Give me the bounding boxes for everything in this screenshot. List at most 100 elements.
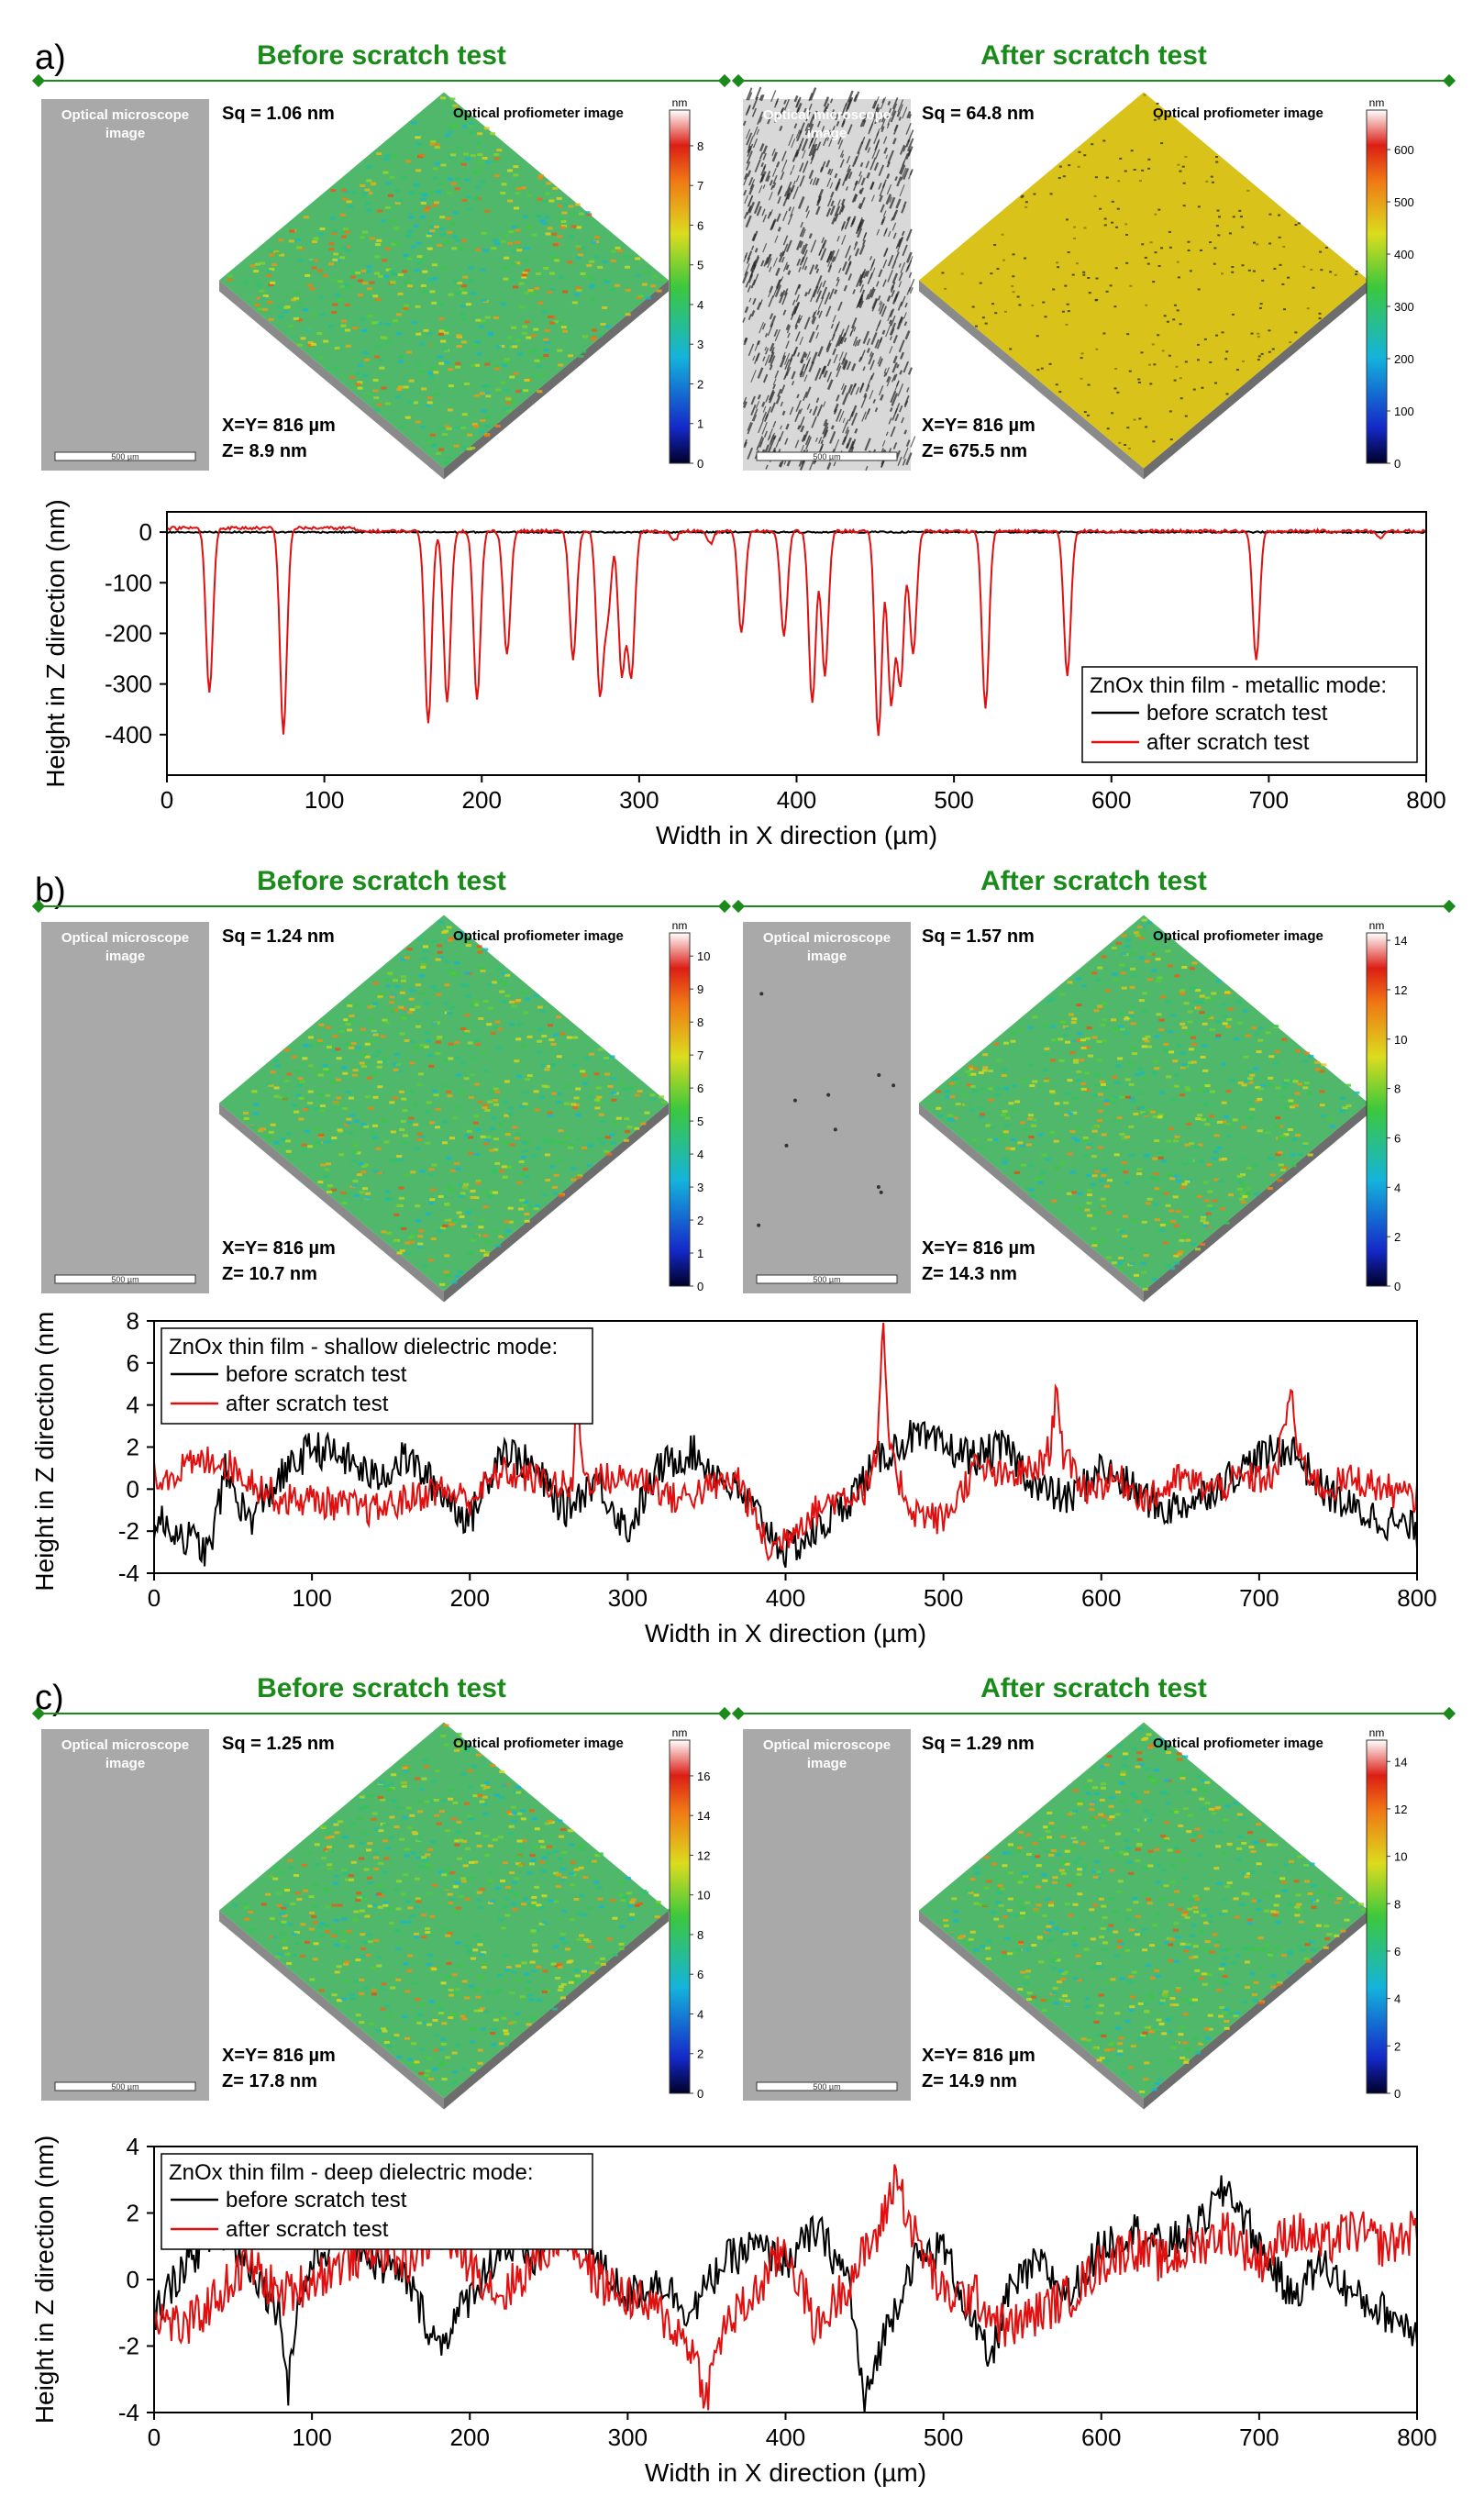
surface-texture: [1218, 1968, 1224, 1971]
surface-texture: [394, 201, 401, 205]
surface-texture: [1030, 1995, 1036, 1999]
surface-texture: [1152, 1203, 1158, 1206]
surface-texture: [538, 1906, 545, 1910]
surface-texture: [286, 1132, 293, 1136]
surface-texture: [1311, 1898, 1317, 1902]
surface-texture: [522, 272, 528, 275]
scratch-mark: [815, 141, 822, 151]
surface-texture: [538, 1860, 545, 1864]
surface-texture: [1124, 1016, 1131, 1020]
surface-texture: [1196, 343, 1200, 346]
surface-texture: [1024, 1833, 1031, 1836]
surface-texture: [531, 1943, 537, 1947]
surface-texture: [1199, 1977, 1205, 1980]
surface-texture: [1064, 1040, 1070, 1044]
surface-texture: [1224, 1221, 1230, 1225]
section-heading: After scratch test: [980, 866, 1207, 896]
scratch-mark: [842, 417, 846, 424]
surface-texture: [319, 313, 326, 316]
surface-texture: [1245, 1986, 1251, 1990]
surface-texture: [408, 400, 415, 404]
surface-texture: [425, 2069, 431, 2073]
surface-texture: [1075, 977, 1081, 981]
surface-texture: [611, 1098, 617, 1102]
surface-texture: [1141, 1737, 1147, 1741]
surface-texture: [1191, 1242, 1197, 1246]
surface-texture: [1209, 361, 1213, 364]
surface-texture: [449, 1871, 456, 1875]
surface-texture: [1142, 1927, 1148, 1931]
surface-texture: [1099, 207, 1102, 210]
surface-texture: [1097, 1005, 1103, 1009]
surface-texture: [1064, 1849, 1070, 1853]
surface-texture: [1159, 1223, 1166, 1226]
surface-texture: [515, 1964, 522, 1968]
surface-texture: [588, 1142, 594, 1146]
surface-texture: [1084, 1785, 1091, 1789]
scratch-mark: [858, 175, 863, 185]
surface-texture: [1129, 284, 1133, 287]
surface-texture: [1182, 2013, 1189, 2016]
surface-texture: [1026, 1991, 1033, 1995]
surface-texture: [1048, 1822, 1055, 1825]
surface-texture: [393, 189, 400, 193]
surface-texture: [1224, 358, 1228, 361]
x-axis-label: Width in X direction (µm): [645, 1619, 926, 1647]
surface-texture: [1209, 1950, 1215, 1954]
scratch-mark: [746, 161, 751, 171]
panel-images: Before scratch test After scratch testOpt…: [31, 866, 1456, 1303]
surface-texture: [1202, 2041, 1208, 2045]
surface-texture: [477, 153, 483, 157]
scratch-mark: [834, 205, 841, 217]
surface-texture: [1177, 1758, 1183, 1761]
surface-texture: [455, 361, 461, 365]
surface-texture: [1228, 2012, 1235, 2015]
surface-texture: [483, 1142, 490, 1146]
surface-texture: [537, 364, 543, 368]
scratch-mark: [775, 437, 781, 448]
surface-texture: [1102, 139, 1106, 142]
scratch-mark: [770, 209, 773, 216]
scratch-mark: [826, 131, 832, 141]
surface-texture: [1297, 1855, 1303, 1858]
surface-texture: [360, 317, 366, 321]
scratch-mark: [885, 367, 890, 376]
surface-texture: [1128, 1082, 1135, 1086]
surface-texture: [1202, 1789, 1208, 1792]
surface-texture: [575, 1138, 581, 1142]
scan-size: X=Y= 816 µm: [222, 416, 336, 436]
scratch-mark: [765, 348, 770, 355]
surface-texture: [314, 1070, 320, 1073]
surface-texture: [548, 316, 554, 319]
surface-texture: [395, 1070, 402, 1073]
scratch-mark: [899, 144, 905, 155]
surface-texture: [470, 446, 476, 449]
surface-texture: [453, 444, 460, 448]
surface-texture: [531, 1896, 537, 1900]
surface-texture: [419, 153, 426, 157]
surface-texture: [1212, 1933, 1218, 1936]
surface-texture: [1168, 354, 1171, 357]
surface-texture: [363, 1163, 370, 1167]
surface-texture: [1002, 259, 1006, 261]
surface-texture: [447, 938, 453, 942]
surface-texture: [342, 1107, 349, 1111]
surface-texture: [1241, 1841, 1247, 1845]
surface-texture: [400, 1892, 406, 1896]
roughness-sq: Sq = 1.29 nm: [922, 1734, 1035, 1754]
surface-texture: [481, 1803, 487, 1806]
surface-texture: [629, 1913, 636, 1916]
surface-texture: [396, 1880, 403, 1883]
surface-texture: [344, 328, 350, 332]
surface-texture: [425, 205, 431, 209]
surface-texture: [1154, 1035, 1160, 1038]
surface-texture: [299, 1080, 305, 1083]
surface-texture: [1064, 2003, 1070, 2007]
surface-texture: [448, 155, 454, 159]
surface-texture: [504, 1220, 510, 1224]
surface-texture: [1141, 2002, 1147, 2006]
surface-texture: [1011, 1138, 1017, 1142]
scratch-mark: [775, 395, 781, 405]
surface-texture: [454, 291, 460, 294]
surface-texture: [1162, 1993, 1168, 1997]
